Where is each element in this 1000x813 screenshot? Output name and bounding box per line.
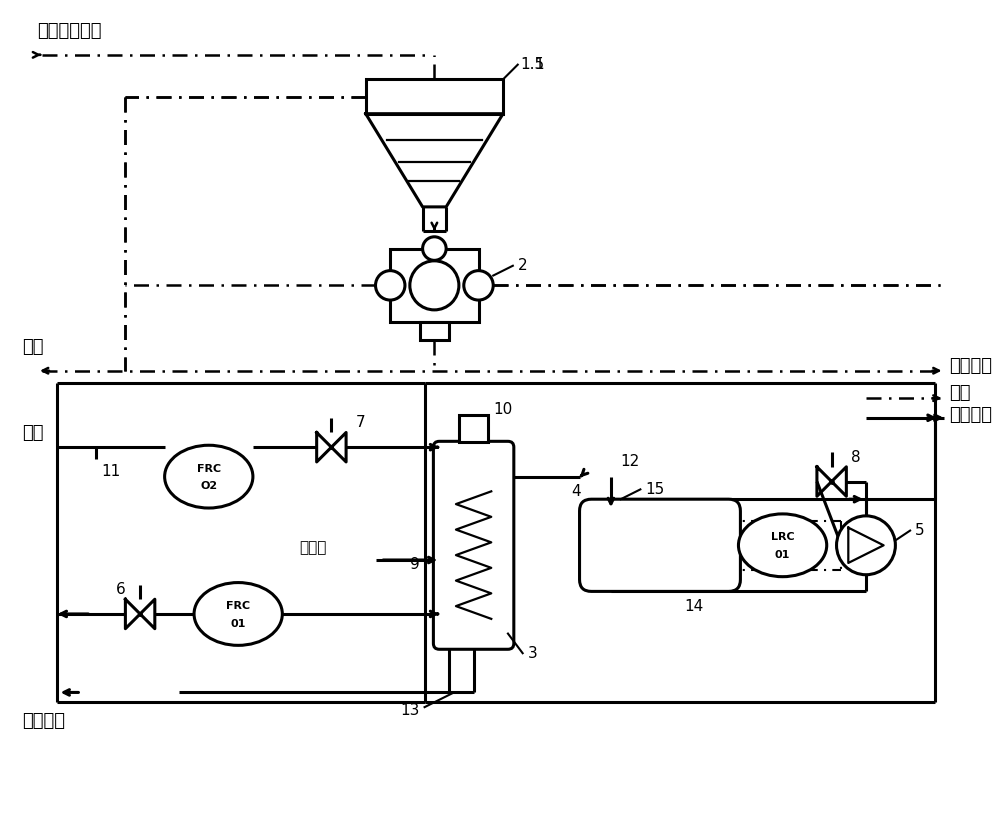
Text: 01: 01 (775, 550, 790, 560)
Text: 6: 6 (116, 582, 125, 597)
Text: 14: 14 (684, 598, 704, 614)
Text: 10: 10 (493, 402, 512, 417)
Text: 11: 11 (101, 464, 120, 479)
Text: LRC: LRC (771, 533, 794, 542)
Text: 13: 13 (400, 702, 420, 718)
Text: 15: 15 (645, 482, 665, 497)
Text: 01: 01 (231, 619, 246, 628)
Text: 2: 2 (518, 259, 527, 273)
Circle shape (376, 271, 405, 300)
Text: O2: O2 (200, 481, 217, 491)
FancyBboxPatch shape (390, 249, 479, 322)
Text: 8: 8 (851, 450, 861, 464)
Text: 粗轻吠啺: 粗轻吠啺 (949, 406, 992, 424)
Text: 5: 5 (915, 523, 925, 538)
Text: FRC: FRC (197, 463, 221, 474)
Text: 母液: 母液 (22, 338, 44, 356)
FancyBboxPatch shape (459, 415, 488, 442)
FancyBboxPatch shape (433, 441, 514, 650)
Circle shape (410, 261, 459, 310)
FancyBboxPatch shape (366, 80, 503, 114)
FancyBboxPatch shape (420, 322, 449, 340)
Circle shape (837, 516, 895, 575)
Ellipse shape (194, 583, 282, 646)
Text: 固体确氨: 固体确氨 (949, 357, 992, 375)
Polygon shape (366, 114, 503, 207)
Text: FRC: FRC (226, 601, 250, 611)
Circle shape (464, 271, 493, 300)
Text: 确氨结晶母液: 确氨结晶母液 (37, 22, 102, 40)
FancyBboxPatch shape (580, 499, 740, 591)
Text: 1.5: 1.5 (521, 57, 545, 72)
Text: 氨气: 氨气 (22, 424, 44, 442)
Text: 1: 1 (534, 57, 544, 72)
Text: 4: 4 (572, 484, 581, 499)
Text: 循环水: 循环水 (299, 540, 326, 555)
Text: 3: 3 (528, 646, 537, 661)
Text: 12: 12 (621, 454, 640, 469)
Text: 尾气: 尾气 (949, 385, 971, 402)
Text: 确氨母液: 确氨母液 (22, 712, 65, 730)
Circle shape (423, 237, 446, 260)
Text: 7: 7 (356, 415, 366, 430)
Text: 9: 9 (410, 558, 420, 572)
Ellipse shape (165, 446, 253, 508)
Ellipse shape (738, 514, 827, 576)
